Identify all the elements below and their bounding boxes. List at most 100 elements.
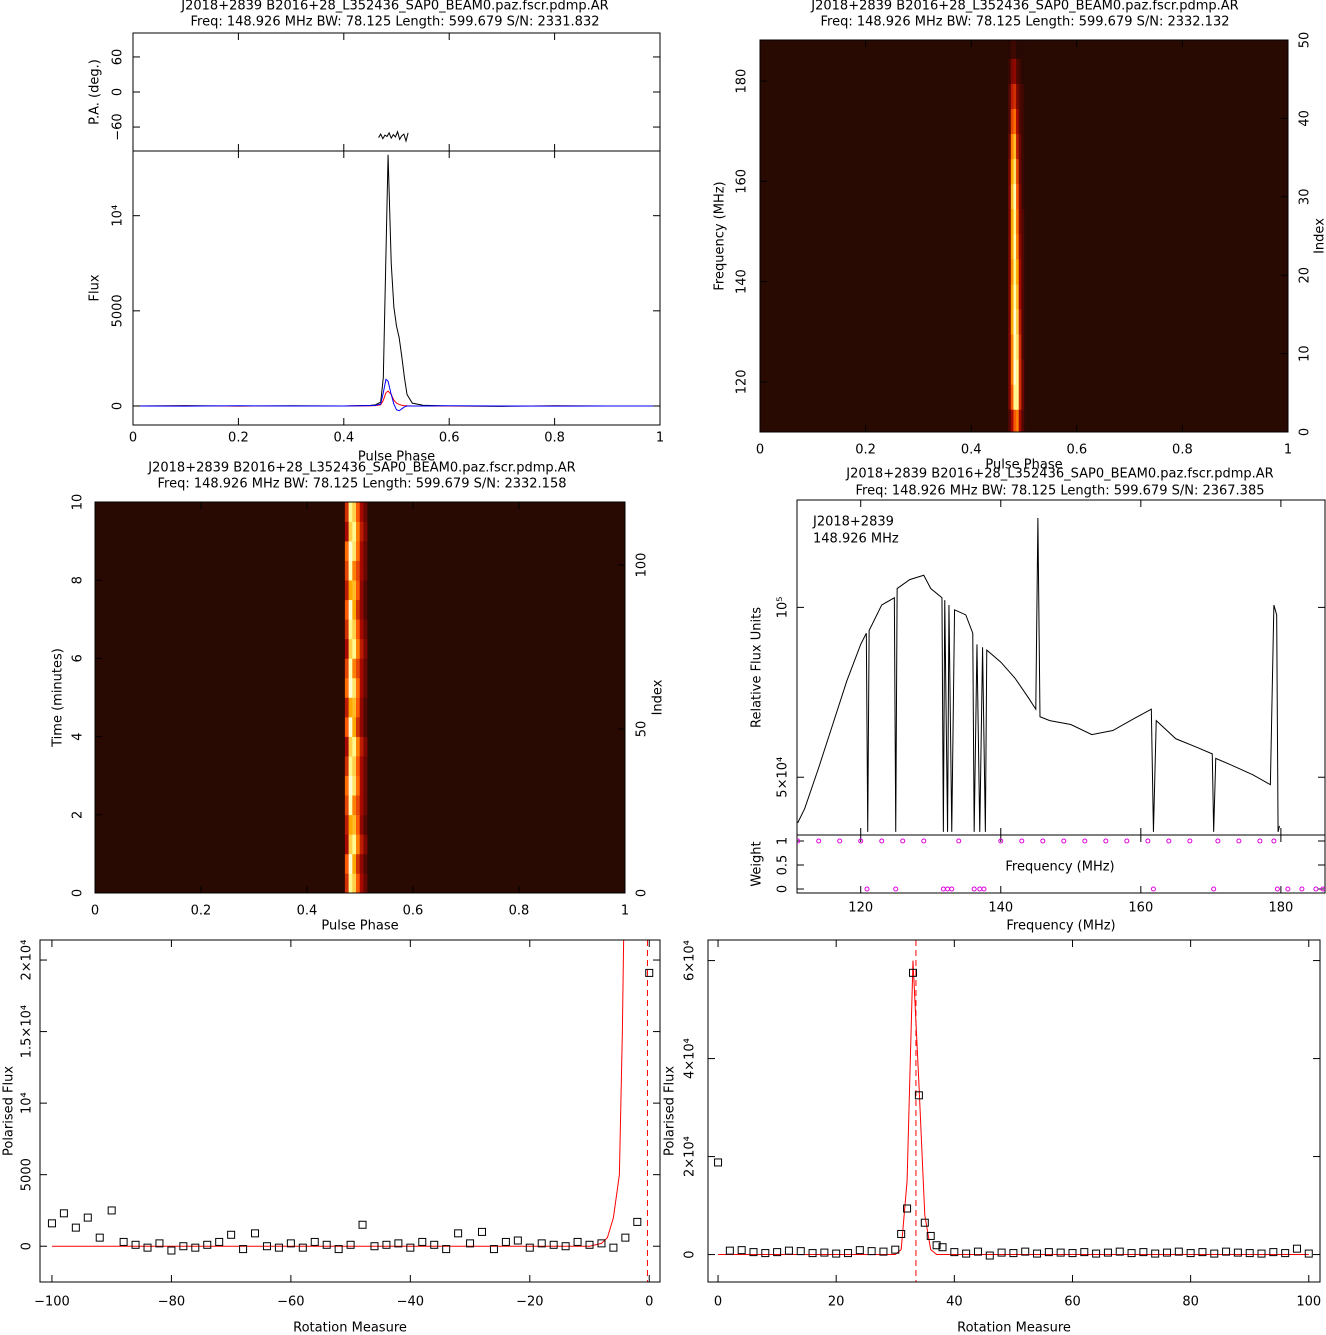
heatmap-cell	[356, 521, 361, 542]
heatmap-cell	[1008, 359, 1012, 385]
heatmap-cell	[359, 736, 364, 757]
data-point	[633, 1217, 642, 1226]
heatmap-cell	[1013, 40, 1017, 59]
data-point	[796, 1247, 805, 1256]
axes-box	[707, 939, 1321, 1283]
data-point	[513, 1236, 522, 1245]
pa-tick-label: 60	[111, 49, 126, 66]
x-tick-label: −20	[516, 1295, 543, 1310]
heatmap-cell	[1018, 40, 1022, 59]
data-point	[1127, 1249, 1136, 1258]
heatmap-cell	[363, 502, 368, 522]
annotation: J2018+2839	[812, 515, 894, 530]
data-point	[597, 1239, 606, 1248]
weight-point	[1257, 838, 1263, 844]
y-tick-label: 10⁵	[776, 597, 791, 619]
heatmap-cell	[1008, 133, 1012, 160]
data-point	[346, 1240, 355, 1249]
data-point	[903, 1204, 912, 1213]
heatmap-cell	[352, 658, 357, 679]
heatmap-cell	[359, 834, 364, 855]
data-point	[784, 1246, 793, 1255]
heatmap-cell	[1018, 58, 1022, 84]
heatmap-cell	[363, 756, 368, 776]
heatmap-cell	[359, 560, 364, 581]
y-axis-label: Polarised Flux	[2, 1066, 17, 1156]
annotation: 148.926 MHz	[813, 532, 899, 547]
x-axis-label: Pulse Phase	[985, 458, 1062, 473]
heatmap-cell	[352, 580, 357, 601]
heatmap-cell	[1018, 284, 1022, 310]
y-axis-label: Frequency (MHz)	[713, 181, 728, 290]
heatmap-cell	[363, 521, 368, 542]
heatmap-cell	[1013, 409, 1017, 432]
data-point	[47, 1219, 56, 1228]
heatmap-cell	[363, 560, 368, 581]
data-point	[274, 1243, 283, 1252]
heatmap-cell	[356, 853, 361, 874]
data-point	[725, 1246, 734, 1255]
data-point	[155, 1239, 164, 1248]
heatmap-cell	[352, 717, 357, 737]
heatmap-cell	[348, 834, 353, 855]
heatmap-cell	[1008, 284, 1012, 310]
y-tick-label: 6×10⁴	[683, 940, 698, 981]
heatmap-cell	[1013, 334, 1017, 360]
heatmap-cell	[1010, 359, 1014, 385]
heatmap-cell	[352, 873, 357, 893]
heatmap-cell	[363, 697, 368, 718]
heatmap-cell	[1018, 309, 1022, 335]
heatmap-cell	[359, 541, 364, 561]
data-point	[549, 1240, 558, 1249]
heatmap-cell	[356, 717, 361, 737]
x-tick-label: 0.4	[297, 904, 318, 919]
heatmap-cell	[348, 541, 353, 561]
heatmap-cell	[352, 599, 357, 620]
heatmap-cell	[1010, 334, 1014, 360]
heatmap-cell	[1010, 108, 1014, 135]
x-tick-label: 20	[828, 1295, 845, 1310]
y2-tick-label: 0	[1298, 428, 1313, 436]
y-axis-label: Relative Flux Units	[750, 607, 765, 728]
data-point	[832, 1249, 841, 1258]
heatmap-cell	[1010, 409, 1014, 432]
data-point	[737, 1246, 746, 1255]
heatmap-cell	[356, 756, 361, 776]
data-point	[239, 1245, 248, 1254]
heatmap-cell	[1018, 409, 1022, 432]
data-point	[985, 1251, 994, 1260]
pa-line	[378, 130, 409, 143]
weight-point	[837, 838, 843, 844]
heatmap-cell	[359, 814, 364, 835]
weight-point	[1285, 886, 1291, 892]
heatmap-cell	[359, 599, 364, 620]
data-point	[167, 1246, 176, 1255]
series-line	[797, 518, 1280, 833]
heatmap-cell	[1016, 233, 1020, 260]
x-tick-label: 0.4	[961, 443, 982, 458]
weight-point	[1040, 838, 1046, 844]
heatmap-cell	[348, 697, 353, 718]
heatmap-cell	[1018, 208, 1022, 235]
x-axis-label: Rotation Measure	[293, 1321, 407, 1335]
data-point	[1233, 1248, 1242, 1257]
data-point	[418, 1237, 427, 1246]
y2-axis-label: Index	[1313, 218, 1326, 254]
heatmap-cell	[1018, 259, 1022, 285]
y-tick-label: 0	[71, 889, 86, 897]
heatmap-cell	[1008, 158, 1012, 185]
x-tick-label: 0	[91, 904, 99, 919]
data-point	[773, 1248, 782, 1257]
chart-subtitle: Freq: 148.926 MHz BW: 78.125 Length: 599…	[855, 484, 1264, 499]
data-point	[95, 1233, 104, 1242]
x-tick-label: 180	[1268, 901, 1293, 916]
heatmap-cell	[359, 697, 364, 718]
heatmap-cell	[1008, 183, 1012, 210]
heatmap-cell	[1010, 40, 1014, 59]
heatmap-cell	[348, 658, 353, 679]
y-tick-label: 140	[735, 269, 750, 294]
data-point	[962, 1249, 971, 1258]
y-tick-label: 4	[71, 732, 86, 740]
y2-tick-label: 30	[1298, 189, 1313, 206]
data-point	[645, 968, 654, 977]
